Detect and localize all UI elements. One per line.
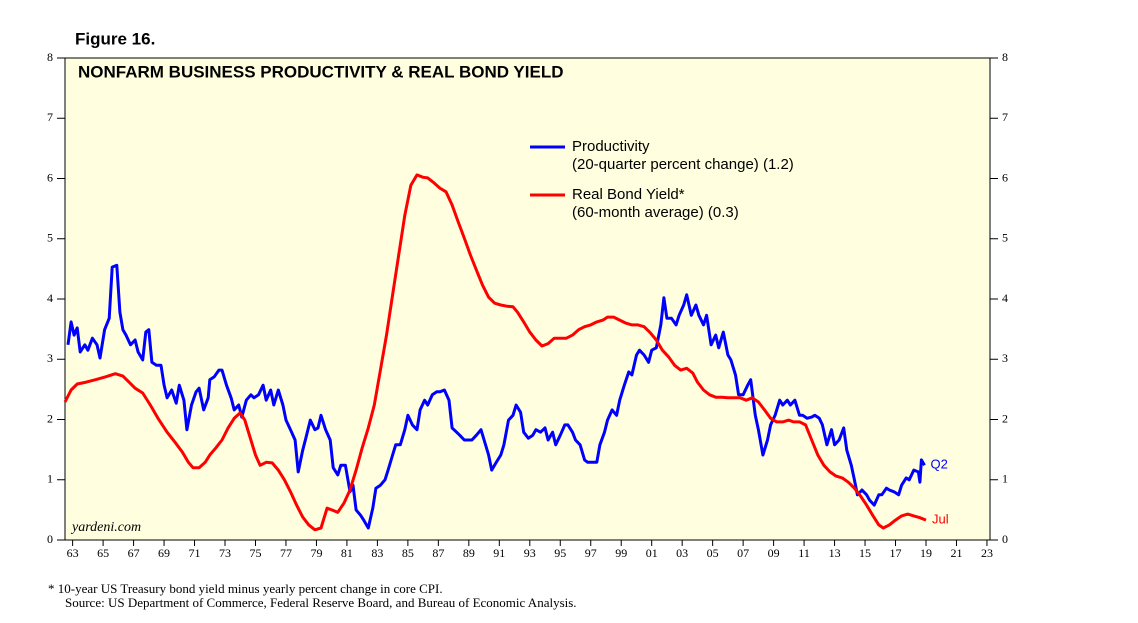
x-tick-label: 03	[676, 546, 688, 560]
x-tick-label: 75	[249, 546, 261, 560]
legend-label: Productivity	[572, 138, 650, 155]
x-tick-label: 13	[829, 546, 841, 560]
y2-tick-label: 6	[1002, 170, 1008, 184]
watermark: yardeni.com	[70, 520, 141, 535]
y2-tick-label: 7	[1002, 110, 1008, 124]
source: Source: US Department of Commerce, Feder…	[65, 595, 577, 610]
end-label: Q2	[930, 457, 947, 472]
plot-area: 0 01 12 23 34 45 56 67 78 863 65 67 69 71 73 75 77 79 81 83…	[47, 50, 1008, 560]
legend-label: Real Bond Yield*	[572, 186, 685, 203]
end-label: Jul	[932, 512, 949, 527]
x-tick-label: 85	[402, 546, 414, 560]
series-line	[66, 263, 926, 530]
x-tick-label: 89	[463, 546, 475, 560]
x-tick-label: 65	[97, 546, 109, 560]
x-tick-label: 15	[859, 546, 871, 560]
y2-tick-label: 8	[1002, 50, 1008, 64]
x-tick-label: 01	[646, 546, 658, 560]
legend-note: (60-month average) (0.3)	[572, 204, 739, 221]
x-tick-label: 77	[280, 546, 292, 560]
y-tick-label: 5	[47, 231, 53, 245]
chart-title: NONFARM BUSINESS PRODUCTIVITY & REAL BON…	[78, 62, 564, 81]
x-tick-label: 83	[371, 546, 383, 560]
y-tick-label: 0	[47, 532, 53, 546]
x-tick-label: 79	[310, 546, 322, 560]
x-tick-label: 11	[798, 546, 810, 560]
x-tick-label: 05	[707, 546, 719, 560]
y-tick-label: 4	[47, 291, 53, 305]
footnote: * 10-year US Treasury bond yield minus y…	[48, 581, 443, 596]
y2-tick-label: 4	[1002, 291, 1008, 305]
x-tick-label: 67	[128, 546, 140, 560]
plot-background	[64, 57, 991, 541]
y2-tick-label: 5	[1002, 231, 1008, 245]
y2-tick-label: 3	[1002, 351, 1008, 365]
y-tick-label: 2	[47, 411, 53, 425]
x-tick-label: 63	[67, 546, 79, 560]
x-tick-label: 81	[341, 546, 353, 560]
x-tick-label: 69	[158, 546, 170, 560]
x-tick-label: 17	[890, 546, 902, 560]
y-tick-label: 3	[47, 351, 53, 365]
legend-note: (20-quarter percent change) (1.2)	[572, 156, 794, 173]
x-tick-label: 87	[432, 546, 444, 560]
x-tick-label: 19	[920, 546, 932, 560]
x-tick-label: 23	[981, 546, 993, 560]
series-line	[63, 173, 927, 532]
x-tick-label: 07	[737, 546, 749, 560]
x-tick-label: 93	[524, 546, 536, 560]
y2-tick-label: 2	[1002, 411, 1008, 425]
x-tick-label: 21	[950, 546, 962, 560]
y-tick-label: 1	[47, 472, 53, 486]
x-tick-label: 95	[554, 546, 566, 560]
x-tick-label: 99	[615, 546, 627, 560]
y-tick-label: 8	[47, 50, 53, 64]
x-tick-label: 09	[768, 546, 780, 560]
figure-label: Figure 16.	[75, 29, 155, 48]
y2-tick-label: 1	[1002, 472, 1008, 486]
y-tick-label: 7	[47, 110, 53, 124]
x-tick-label: 71	[189, 546, 201, 560]
y-tick-label: 6	[47, 170, 53, 184]
x-tick-label: 91	[493, 546, 505, 560]
x-tick-label: 97	[585, 546, 597, 560]
y2-tick-label: 0	[1002, 532, 1008, 546]
x-tick-label: 73	[219, 546, 231, 560]
